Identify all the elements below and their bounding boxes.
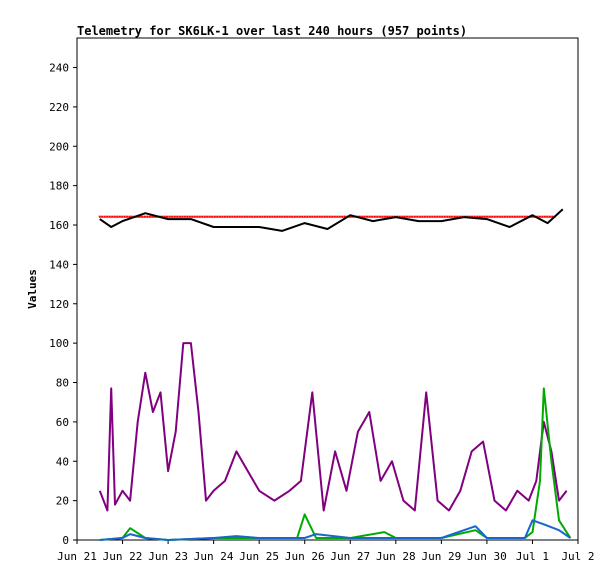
x-tick-label: Jun 25 bbox=[239, 550, 279, 563]
x-tick-label: Jun 27 bbox=[330, 550, 370, 563]
y-tick-label: 60 bbox=[56, 416, 69, 429]
x-tick-label: Jul 1 bbox=[516, 550, 549, 563]
series-0-points bbox=[98, 215, 556, 218]
series-layer bbox=[98, 208, 572, 541]
x-axis: Jun 21 Jun 22 Jun 23 Jun 24 Jun 25 Jun 26 Jun … bbox=[57, 540, 595, 563]
y-tick-label: 20 bbox=[56, 495, 69, 508]
y-tick-label: 40 bbox=[56, 455, 69, 468]
y-tick-label: 220 bbox=[49, 101, 69, 114]
y-tick-label: 80 bbox=[56, 377, 69, 390]
y-axis: 0 20 40 60 80 100 120 140 160 180 200 220 240 bbox=[49, 62, 77, 547]
x-tick-label: Jun 28 bbox=[376, 550, 416, 563]
x-tick-label: Jun 29 bbox=[421, 550, 461, 563]
series-1-line bbox=[99, 208, 564, 232]
y-tick-label: 140 bbox=[49, 258, 69, 271]
y-tick-label: 100 bbox=[49, 337, 69, 350]
x-tick-label: Jun 30 bbox=[467, 550, 507, 563]
y-tick-label: 180 bbox=[49, 180, 69, 193]
x-tick-label: Jul 2 bbox=[561, 550, 594, 563]
x-tick-label: Jun 22 bbox=[103, 550, 143, 563]
y-tick-label: 160 bbox=[49, 219, 69, 232]
chart-title: Telemetry for SK6LK-1 over last 240 hour… bbox=[77, 24, 467, 38]
x-tick-label: Jun 21 bbox=[57, 550, 97, 563]
y-tick-label: 240 bbox=[49, 62, 69, 75]
y-tick-label: 0 bbox=[62, 534, 69, 547]
plot-area-frame bbox=[76, 37, 579, 541]
series-4-line bbox=[99, 519, 571, 541]
x-tick-label: Jun 26 bbox=[285, 550, 325, 563]
y-tick-label: 120 bbox=[49, 298, 69, 311]
y-axis-label: Values bbox=[26, 269, 39, 309]
y-tick-label: 200 bbox=[49, 140, 69, 153]
x-tick-label: Jun 24 bbox=[194, 550, 234, 563]
x-tick-label: Jun 23 bbox=[148, 550, 188, 563]
series-2-line bbox=[98, 342, 568, 512]
